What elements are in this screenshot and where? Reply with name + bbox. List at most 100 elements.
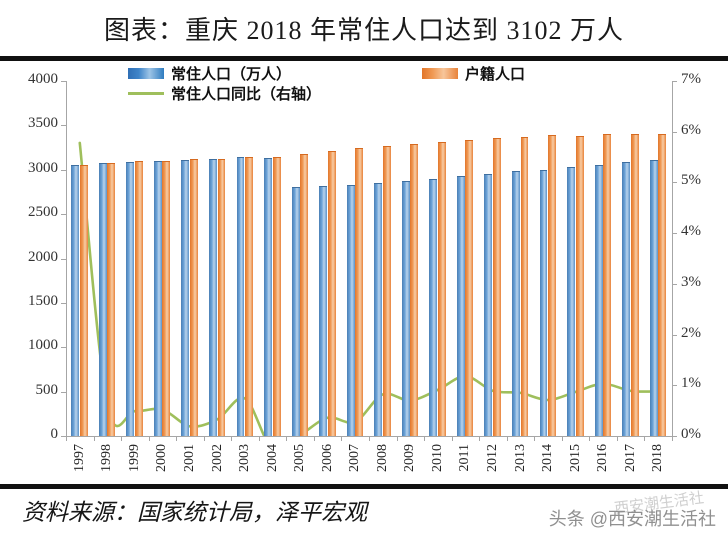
x-axis-label-2009: 2009 [402, 444, 418, 472]
bar-resident-2001 [181, 160, 190, 436]
y-axis-right-label: 4% [681, 223, 701, 240]
bar-household-2014 [548, 135, 556, 436]
bar-household-2012 [492, 138, 501, 436]
x-tick [286, 436, 288, 441]
x-axis-label-2001: 2001 [181, 444, 197, 472]
bar-household-2001 [189, 159, 198, 436]
bar-household-2005 [300, 153, 309, 436]
legend-item-yoy-growth[interactable]: 常住人口同比（右轴） [128, 83, 321, 104]
x-axis-label-2006: 2006 [319, 444, 335, 472]
source-note: 资料来源：国家统计局，泽平宏观 [22, 500, 367, 525]
bar-household-1998 [107, 163, 116, 436]
x-axis-label-2005: 2005 [292, 444, 308, 472]
x-tick [203, 436, 205, 441]
x-tick [369, 436, 370, 441]
footer-divider [0, 484, 728, 489]
bar-household-2002 [217, 158, 226, 436]
y-tick-right [672, 131, 677, 133]
bar-resident-2009 [401, 181, 410, 436]
bar-resident-2005 [291, 186, 300, 436]
legend-swatch-blue-icon [128, 68, 164, 79]
bar-household-1997 [79, 164, 88, 436]
legend-line-green-icon [128, 92, 164, 95]
x-axis-label-2010: 2010 [429, 444, 445, 472]
bar-resident-2016 [594, 164, 603, 436]
y-tick-right [672, 182, 677, 184]
bar-resident-2017 [622, 162, 631, 436]
plot-area [66, 81, 672, 436]
y-axis-right-label: 6% [681, 121, 701, 138]
bar-household-2003 [245, 157, 253, 436]
bar-household-2007 [355, 147, 364, 436]
legend-label-yoy-growth: 常住人口同比（右轴） [171, 87, 322, 103]
legend-item-household-population[interactable]: 户籍人口 [422, 63, 525, 84]
bar-household-2008 [382, 145, 391, 436]
y-axis-right-label: 3% [681, 273, 701, 290]
y-tick-left [61, 436, 66, 437]
bar-household-2013 [520, 136, 529, 436]
y-axis-right-line [672, 81, 673, 437]
bar-resident-2006 [319, 185, 328, 436]
y-axis-left-label: 2500 [28, 204, 58, 221]
legend-label-household-population: 户籍人口 [465, 67, 526, 83]
bar-resident-1997 [71, 165, 80, 436]
x-axis-label-1997: 1997 [71, 444, 87, 472]
y-axis-left-label: 2000 [28, 248, 58, 265]
x-axis-label-2000: 2000 [154, 444, 170, 472]
x-tick [341, 436, 343, 441]
title-bar: 图表：重庆 2018 年常住人口达到 3102 万人 [0, 0, 728, 57]
x-axis-label-2016: 2016 [595, 444, 611, 472]
x-tick [148, 436, 150, 441]
y-tick-left [61, 169, 66, 171]
y-tick-left [61, 81, 66, 82]
bar-resident-2015 [567, 167, 575, 436]
legend-item-resident-population[interactable]: 常住人口（万人） [128, 63, 291, 84]
bar-resident-2002 [208, 159, 217, 436]
y-tick-left [61, 347, 66, 349]
bar-resident-2000 [153, 160, 162, 436]
x-tick [506, 436, 508, 441]
page-title: 图表：重庆 2018 年常住人口达到 3102 万人 [103, 16, 624, 45]
bar-household-2017 [630, 134, 639, 436]
x-axis-label-2002: 2002 [209, 444, 225, 472]
x-tick [396, 436, 398, 441]
bar-household-2018 [658, 134, 667, 436]
y-axis-right-label: 7% [681, 71, 701, 87]
bar-household-2016 [603, 133, 612, 436]
x-tick [93, 436, 95, 441]
title-divider-top [0, 56, 728, 61]
bar-resident-2004 [264, 157, 272, 436]
y-tick-left [61, 302, 66, 304]
bar-household-2009 [410, 144, 419, 436]
bar-resident-2008 [374, 183, 383, 436]
x-tick [561, 436, 563, 441]
bar-resident-1998 [98, 163, 107, 436]
x-axis-label-2018: 2018 [650, 444, 666, 472]
y-axis-right-label: 2% [681, 324, 701, 341]
bar-resident-2010 [429, 178, 438, 436]
y-tick-left [61, 125, 66, 127]
y-tick-right [672, 334, 677, 336]
bar-household-2011 [465, 139, 474, 436]
y-axis-left-label: 3500 [28, 115, 58, 132]
x-axis-label-2008: 2008 [374, 444, 390, 472]
bar-household-2000 [162, 160, 171, 436]
x-tick [258, 436, 260, 441]
bar-resident-2011 [456, 175, 465, 436]
x-tick [644, 436, 646, 441]
bar-resident-2013 [511, 171, 520, 436]
y-axis-left-label: 1500 [28, 292, 58, 309]
y-tick-right [672, 233, 677, 235]
x-axis-label-1998: 1998 [99, 444, 115, 472]
y-axis-left-label: 0 [50, 426, 59, 442]
x-axis-label-1999: 1999 [126, 444, 142, 472]
x-tick [121, 436, 123, 441]
x-axis-label-2004: 2004 [264, 444, 280, 472]
watermark: 头条 @西安潮生活社 [548, 509, 716, 529]
x-tick [534, 436, 536, 441]
bar-resident-2014 [539, 169, 548, 436]
y-axis-left-line [66, 81, 67, 437]
x-tick [313, 436, 315, 441]
y-axis-left-label: 4000 [28, 71, 58, 87]
